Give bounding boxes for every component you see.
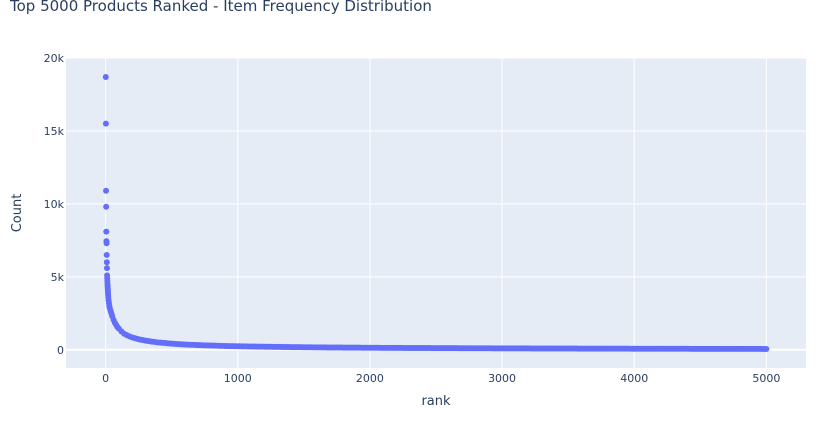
y-tick-label: 0 <box>57 344 64 357</box>
y-axis-ticks: 0 5k 10k 15k 20k <box>44 52 65 357</box>
x-tick-label: 5000 <box>752 372 780 385</box>
data-point <box>103 240 110 247</box>
x-tick-label: 1000 <box>224 372 252 385</box>
x-axis-ticks: 0 1000 2000 3000 4000 5000 <box>102 372 780 385</box>
data-point <box>103 203 110 210</box>
y-tick-label: 5k <box>51 271 65 284</box>
data-point <box>103 187 110 194</box>
plot-area <box>66 58 806 368</box>
data-point <box>103 228 110 235</box>
data-point <box>763 345 770 352</box>
x-tick-label: 4000 <box>620 372 648 385</box>
data-point <box>103 259 110 266</box>
x-tick-label: 3000 <box>488 372 516 385</box>
data-point <box>103 265 110 272</box>
y-tick-label: 15k <box>44 125 65 138</box>
chart-title: Top 5000 Products Ranked - Item Frequenc… <box>10 0 432 15</box>
data-point <box>102 73 109 80</box>
data-point <box>102 120 109 127</box>
x-axis-title: rank <box>421 394 451 409</box>
data-point <box>103 251 110 258</box>
data-points <box>102 73 770 352</box>
y-axis-title: Count <box>10 194 25 233</box>
x-tick-label: 0 <box>102 372 109 385</box>
x-tick-label: 2000 <box>356 372 384 385</box>
y-tick-label: 10k <box>44 198 65 211</box>
y-tick-label: 20k <box>44 52 65 65</box>
